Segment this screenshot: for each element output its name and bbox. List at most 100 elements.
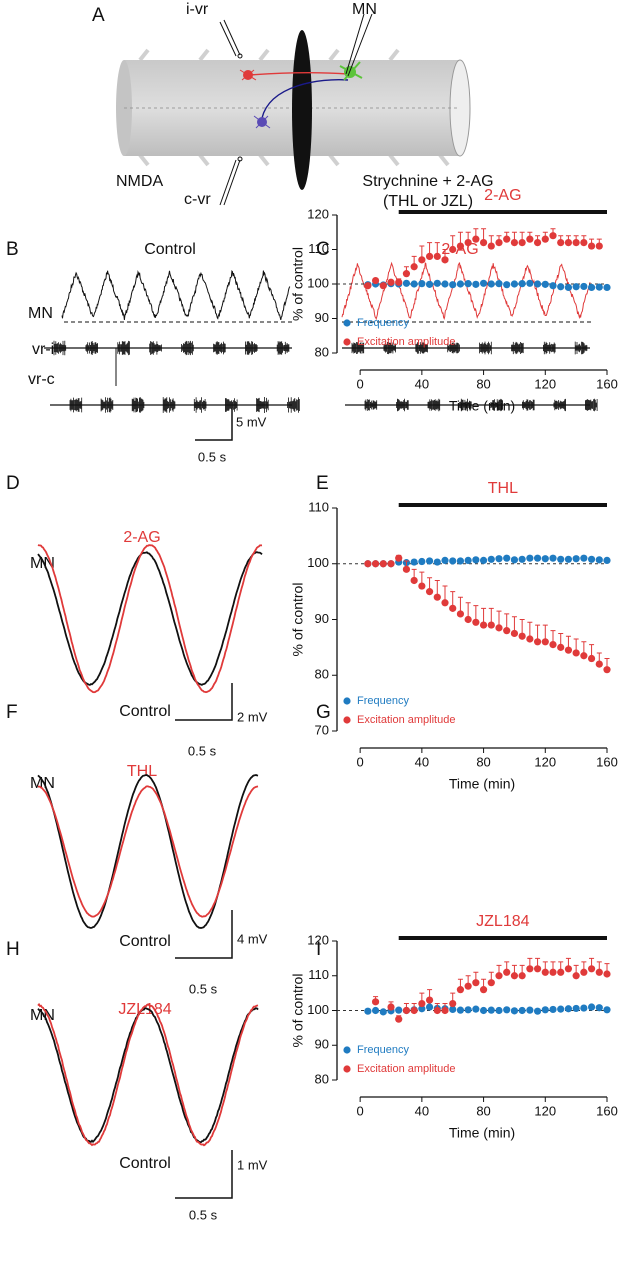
vr-bursts — [69, 397, 300, 413]
data-point — [472, 280, 480, 288]
data-point — [518, 1006, 526, 1015]
data-point — [449, 281, 457, 289]
data-point — [580, 652, 588, 660]
data-point — [456, 242, 465, 250]
data-point — [549, 640, 557, 649]
data-point — [533, 280, 542, 288]
data-point — [603, 666, 611, 674]
data-point — [557, 1005, 565, 1013]
x-axis-title: Time (min) — [449, 1125, 515, 1141]
data-point — [433, 279, 441, 287]
membrane-trace — [37, 544, 263, 694]
data-point — [533, 239, 542, 247]
data-point — [572, 1004, 580, 1013]
data-point — [364, 1007, 372, 1015]
diagram-label: MN — [352, 1, 377, 18]
data-point — [549, 1005, 557, 1014]
data-point — [487, 979, 495, 987]
data-point — [549, 554, 557, 562]
data-point — [487, 621, 495, 629]
data-point — [395, 554, 403, 562]
data-point — [557, 283, 565, 291]
y-tick-label: 110 — [308, 241, 329, 256]
data-point — [464, 1006, 472, 1014]
data-point — [572, 649, 580, 657]
scale-label: 0.5 s — [189, 981, 218, 996]
data-point — [587, 242, 596, 250]
trace-title: 2-AG — [123, 529, 160, 546]
data-point — [518, 632, 526, 640]
data-point — [580, 239, 588, 247]
data-point — [572, 972, 580, 980]
row-label: vr-i — [32, 341, 54, 358]
data-point — [364, 560, 372, 568]
data-point — [449, 1005, 457, 1014]
data-point — [441, 280, 449, 288]
data-point — [410, 263, 418, 271]
data-point — [379, 1008, 387, 1016]
data-point — [510, 556, 519, 564]
data-point — [495, 972, 503, 980]
membrane-trace — [37, 1007, 259, 1144]
data-point — [371, 276, 380, 285]
y-tick-label: 80 — [315, 667, 329, 682]
row-label: MN — [30, 775, 55, 792]
data-point — [572, 555, 580, 563]
row-label: MN — [30, 1007, 55, 1024]
legend-marker — [343, 338, 351, 346]
data-point — [587, 283, 596, 292]
data-point — [587, 555, 596, 563]
data-point — [402, 279, 411, 287]
data-point — [364, 282, 372, 290]
data-point — [518, 239, 526, 247]
data-point — [503, 281, 511, 289]
data-point — [425, 996, 434, 1004]
data-point — [441, 1006, 449, 1015]
y-tick-label: 100 — [307, 275, 329, 290]
data-point — [572, 239, 580, 247]
x-tick-label: 120 — [534, 1103, 556, 1118]
y-tick-label: 100 — [307, 1002, 329, 1017]
data-point — [564, 239, 573, 247]
diagram-label: i-vr — [186, 1, 209, 18]
data-point — [564, 555, 573, 563]
data-point — [387, 1003, 395, 1011]
data-point — [449, 245, 457, 254]
data-point — [572, 283, 580, 291]
x-tick-label: 40 — [415, 1103, 429, 1118]
data-point — [587, 965, 596, 973]
data-point — [456, 610, 465, 618]
legend-label: Excitation amplitude — [357, 714, 455, 726]
x-tick-label: 160 — [596, 1103, 618, 1118]
scale-bar — [175, 683, 233, 721]
panel-letter: E — [316, 473, 329, 494]
y-tick-label: 70 — [315, 722, 329, 737]
membrane-trace — [37, 774, 259, 930]
data-point — [526, 279, 534, 287]
data-point — [518, 555, 526, 563]
scale-label: 5 mV — [236, 414, 267, 429]
data-point — [379, 282, 387, 290]
data-point — [541, 968, 549, 976]
data-point — [533, 638, 542, 646]
data-point — [395, 1006, 403, 1014]
panel-letter: G — [316, 702, 331, 723]
y-tick-label: 80 — [315, 1071, 329, 1086]
data-point — [549, 232, 557, 240]
data-point — [510, 972, 519, 980]
data-point — [456, 986, 465, 994]
data-point — [580, 1004, 588, 1012]
treatment-label: 2-AG — [484, 187, 521, 204]
y-tick-label: 90 — [315, 1037, 329, 1052]
data-point — [533, 965, 542, 973]
data-point — [479, 1006, 488, 1015]
data-point — [395, 1015, 403, 1023]
data-point — [441, 256, 449, 264]
legend-marker — [343, 1046, 351, 1054]
data-point — [503, 627, 511, 635]
panel-letter: A — [92, 5, 105, 26]
data-point — [418, 1005, 426, 1013]
data-point — [464, 280, 472, 288]
data-point — [526, 1006, 534, 1014]
data-point — [526, 235, 534, 243]
